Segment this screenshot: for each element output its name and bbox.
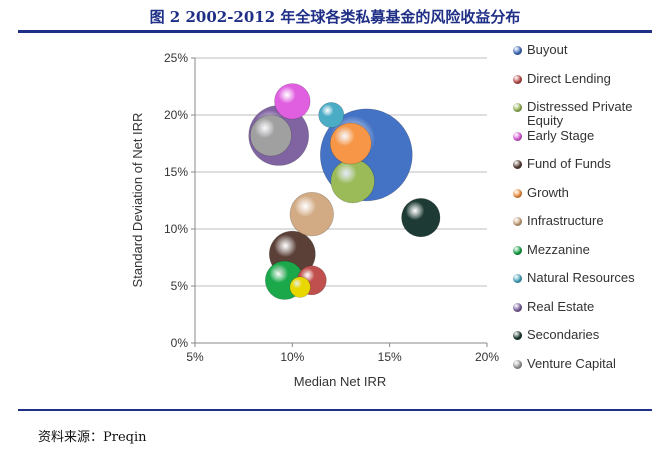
y-tick-label: 15% <box>164 165 188 179</box>
bubbles <box>248 83 441 300</box>
legend-marker <box>513 245 522 255</box>
legend-marker <box>513 46 522 55</box>
legend-item-fund-of-funds: Fund of Funds <box>513 157 663 171</box>
legend-item-distressed-private-equity: Distressed Private Equity <box>513 100 663 128</box>
source-note: 资料来源：Preqin <box>38 430 147 445</box>
legend-item-growth: Growth <box>513 184 663 200</box>
x-tick-label: 5% <box>186 350 204 364</box>
bubble-early-stage <box>274 83 311 120</box>
chart-title: 图 2 2002-2012 年全球各类私募基金的风险收益分布 <box>149 8 521 26</box>
bubble-distressed-private-equity <box>330 159 375 204</box>
footer-rule <box>18 409 652 411</box>
bubble-venture-capital <box>250 114 292 157</box>
title-underline <box>18 30 652 33</box>
axes: 0%5%10%15%20%25%5% 10% 15% 20% <box>164 51 499 364</box>
legend-marker <box>513 103 522 112</box>
legend-label: Secondaries <box>527 327 600 342</box>
legend-label: Infrastructure <box>527 213 604 228</box>
legend-item-secondaries: Secondaries <box>513 328 663 342</box>
bubble-natural-resources <box>318 102 345 128</box>
legend-marker <box>513 331 522 340</box>
legend-item-mezzanine: Mezzanine <box>513 241 663 257</box>
legend-label: Venture Capital <box>527 355 616 371</box>
y-tick-label: 0% <box>171 336 189 350</box>
legend-label: Distressed Private Equity <box>527 99 633 128</box>
x-tick-label: 15% <box>378 350 402 364</box>
x-tick-label: 10% <box>280 350 304 364</box>
legend-label: Early Stage <box>527 127 595 143</box>
legend-label: Direct Lending <box>527 70 611 86</box>
legend-item-venture-capital: Venture Capital <box>513 355 663 371</box>
y-tick-label: 5% <box>171 279 189 293</box>
x-tick-label: 20% <box>475 350 499 364</box>
legend-marker <box>513 359 522 369</box>
legend-item-direct-lending: Direct Lending <box>513 70 663 86</box>
legend-item-buyout: Buyout <box>513 43 663 57</box>
legend-marker <box>513 131 522 141</box>
legend-marker <box>513 188 522 198</box>
x-axis-label: Median Net IRR <box>294 374 386 389</box>
y-tick-label: 20% <box>164 108 188 122</box>
legend-label: Buyout <box>527 42 568 57</box>
legend-item-real-estate: Real Estate <box>513 298 663 314</box>
bubble-infrastructure <box>289 192 334 237</box>
y-tick-label: 10% <box>164 222 188 236</box>
legend-label: Real Estate <box>527 298 595 314</box>
legend-marker <box>513 302 522 312</box>
bubble-growth <box>329 122 372 165</box>
y-tick-label: 25% <box>164 51 188 65</box>
bubble-secondaries <box>401 198 441 238</box>
legend-item-natural-resources: Natural Resources <box>513 271 663 285</box>
legend-marker <box>513 74 522 84</box>
legend-marker <box>513 160 522 169</box>
legend-label: Growth <box>527 184 569 200</box>
bubble-unlabeled <box>289 276 311 298</box>
legend-item-early-stage: Early Stage <box>513 127 663 143</box>
legend-marker <box>513 217 522 226</box>
y-axis-label: Standard Deviation of Net IRR <box>130 113 145 288</box>
legend-label: Fund of Funds <box>527 156 611 171</box>
legend-item-infrastructure: Infrastructure <box>513 214 663 228</box>
legend-label: Mezzanine <box>527 241 590 257</box>
legend-marker <box>513 274 522 283</box>
legend-label: Natural Resources <box>527 270 635 285</box>
